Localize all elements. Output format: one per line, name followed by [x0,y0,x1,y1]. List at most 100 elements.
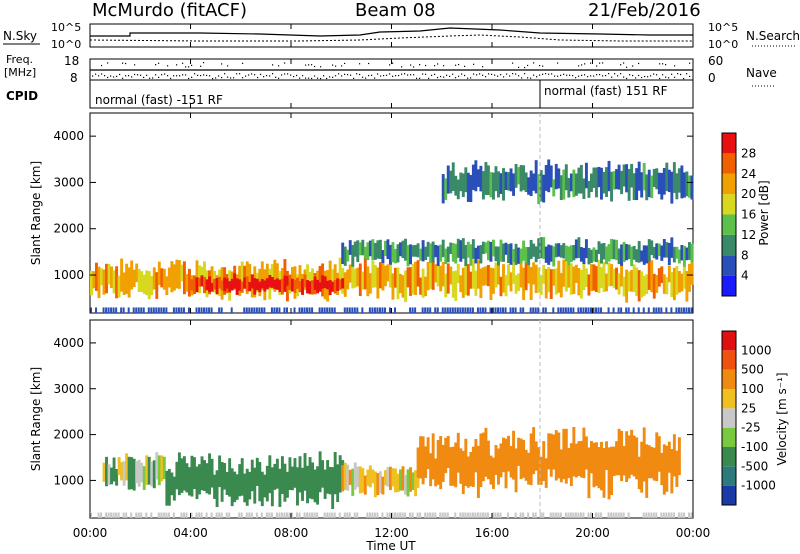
heatmap-cell [486,440,490,480]
heatmap-cell [208,276,211,293]
heatmap-cell [532,173,536,191]
ground-scatter-cell [135,307,138,313]
heatmap-cell [577,237,581,258]
heatmap-cell [165,470,169,506]
ground-scatter-cell [90,307,92,313]
colorbar-swatch [722,133,736,154]
heatmap-cell [665,277,669,295]
heatmap-cell [160,455,164,482]
ground-scatter-cell [637,307,640,313]
ground-scatter-cell [444,512,447,518]
nave-dot [437,76,439,79]
nave-dot [464,74,466,77]
nave-dot [374,77,376,79]
heatmap-cell [341,278,345,289]
heatmap-cell [421,436,425,485]
heatmap-cell [142,466,146,490]
heatmap-cell [670,171,674,204]
heatmap-cell [456,238,460,258]
heatmap-cell [592,442,596,488]
freq-dot [524,66,526,69]
heatmap-cell [497,448,500,485]
nave-dot [320,77,322,80]
freq-dot [389,64,391,66]
ground-scatter-cell [117,512,120,518]
heatmap-cell [155,452,159,480]
cpid-label: CPID [6,89,38,103]
heatmap-cell [502,437,505,473]
heatmap-cell [97,266,101,299]
heatmap-cell [557,432,561,479]
ground-scatter-cell [376,512,379,518]
heatmap-cell [411,245,415,257]
ground-scatter-cell [205,512,208,518]
ground-scatter-cell [162,512,165,518]
colorbar-tick-label: 25 [741,401,756,415]
heatmap-cell [466,456,470,488]
heatmap-cell [469,271,473,289]
nave-dot [668,77,670,79]
heatmap-cell [215,278,219,294]
heatmap-cell [559,245,563,258]
nave-dot [461,73,463,75]
heatmap-cell [675,246,679,259]
power-colorbar-label: Power [dB] [757,180,771,245]
heatmap-cell [419,248,423,261]
heatmap-cell [122,461,126,486]
y-tick-label: 2000 [53,428,84,442]
colorbar-tick-label: 20 [741,187,756,201]
colorbar-swatch [722,331,736,351]
nave-dot [128,75,130,77]
heatmap-cell [637,241,641,263]
nave-dot [626,77,628,80]
heatmap-cell [250,459,254,492]
heatmap-cell [328,466,332,495]
nave-dot [395,75,397,77]
nave-dot [683,77,685,80]
heatmap-cell [502,264,505,293]
heatmap-cell [672,162,676,193]
heatmap-cell [600,267,603,289]
freq-dot [662,63,664,65]
ground-scatter-cell [584,307,587,313]
heatmap-cell [401,466,405,491]
colorbar-swatch [722,369,736,389]
heatmap-cell [298,265,302,291]
heatmap-cell [313,276,317,291]
heatmap-cell [157,261,161,286]
freq-label-line2: [MHz] [4,66,36,79]
heatmap-cell [356,240,360,263]
ground-scatter-cell [512,307,515,313]
ground-scatter-cell [469,307,472,313]
heatmap-cell [557,243,561,257]
ground-scatter-cell [471,307,474,313]
nave-dot [245,75,247,77]
heatmap-cell [328,280,332,296]
nave-dot [686,73,688,75]
ground-scatter-cell [288,512,291,518]
ground-scatter-cell [685,307,688,313]
heatmap-cell [187,268,191,297]
ground-scatter-cell [527,512,530,518]
ground-scatter-cell [95,307,98,313]
heatmap-cell [112,270,116,294]
heatmap-cell [592,247,596,262]
heatmap-cell [321,275,325,289]
nave-dot [650,75,652,77]
heatmap-cell [630,246,634,267]
nave-dot [407,74,409,76]
heatmap-cell [690,243,694,263]
ground-scatter-cell [567,307,570,313]
heatmap-cell [135,460,139,484]
heatmap-cell [318,451,322,493]
velocity-heatmap [90,427,693,518]
heatmap-cell [200,275,204,287]
heatmap-cell [582,178,586,200]
ground-scatter-cell [497,307,500,313]
heatmap-cell [394,267,397,288]
heatmap-cell [373,264,377,288]
heatmap-cell [675,450,679,487]
heatmap-cell [675,173,679,200]
ground-scatter-cell [419,512,422,518]
heatmap-cell [90,270,93,296]
